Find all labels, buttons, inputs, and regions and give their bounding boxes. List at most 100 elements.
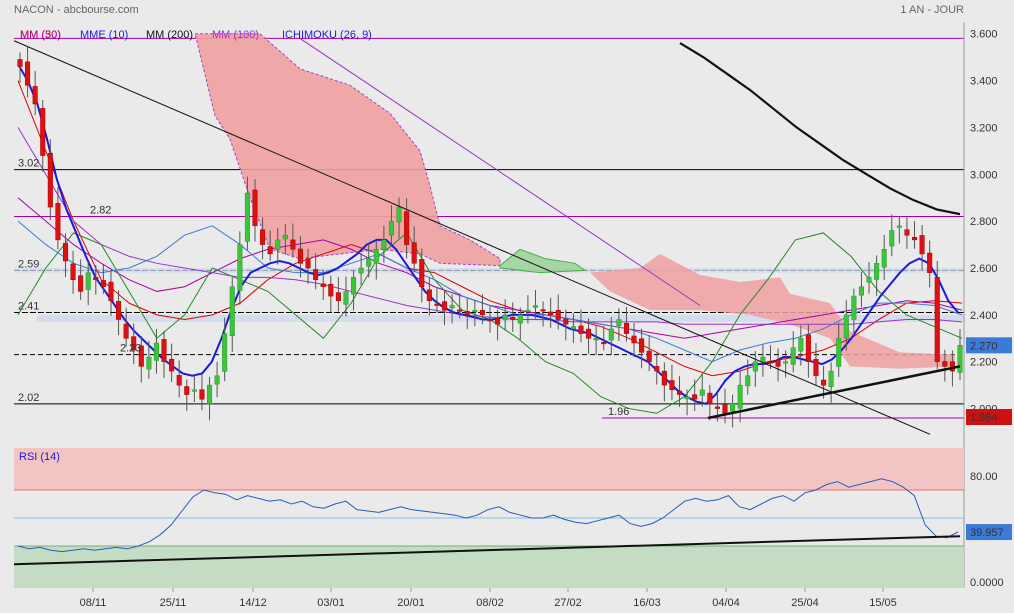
- rsi-trendline: [13, 535, 961, 566]
- candle-body: [828, 370, 834, 387]
- candle-body: [199, 389, 205, 400]
- legend-mme10: MME (10): [80, 29, 128, 41]
- candle-body: [116, 301, 122, 320]
- candle-body: [176, 375, 182, 386]
- candle-body: [866, 277, 872, 283]
- trendlines: [13, 37, 961, 435]
- x-tick-label: 08/02: [476, 597, 504, 609]
- level-label-3.02: 3.02: [18, 158, 39, 170]
- candle-body: [889, 230, 895, 247]
- legend-mm100: MM (100): [212, 29, 259, 41]
- y-tick-label: 2.600: [970, 263, 998, 275]
- candle-body: [419, 259, 425, 287]
- candle-body: [623, 322, 629, 334]
- candle-body: [548, 311, 554, 316]
- candle-body: [654, 366, 660, 372]
- candle-body: [532, 305, 539, 308]
- candle-body: [570, 326, 576, 330]
- candle-body: [206, 384, 213, 405]
- x-tick-label: 14/12: [239, 597, 267, 609]
- x-tick-label: 27/02: [554, 597, 582, 609]
- rsi-oversold-zone: [14, 546, 964, 588]
- period-label: 1 AN - JOUR: [900, 4, 964, 16]
- last-price-badge: [966, 337, 1012, 354]
- candle-body: [714, 406, 720, 409]
- candle-body: [601, 342, 607, 345]
- candle-body: [305, 258, 311, 269]
- x-tick-label: 15/05: [869, 597, 897, 609]
- candle-body: [335, 292, 341, 302]
- rsi-panel: 80.00 0.0000 39.957: [13, 448, 1012, 589]
- candle-body: [911, 237, 918, 241]
- candle-body: [388, 220, 394, 236]
- level-labels: 3.02 2.82 2.59 2.41 2.23 2.02 1.96: [18, 158, 629, 418]
- candle-body: [184, 386, 190, 395]
- candle-body: [214, 375, 220, 385]
- candle-body: [487, 319, 493, 322]
- candle-body: [252, 189, 258, 227]
- support-band-upper: [14, 268, 964, 273]
- candle-body: [85, 272, 91, 290]
- candle-body: [858, 286, 864, 296]
- candle-body: [593, 338, 599, 341]
- candle-body: [351, 277, 357, 295]
- candle-body: [927, 252, 933, 273]
- candle-body: [449, 305, 455, 309]
- candle-body: [191, 389, 197, 392]
- candle-body: [93, 276, 99, 280]
- cloud-bearish-2: [590, 253, 955, 369]
- candle-body: [313, 269, 319, 280]
- candle-body: [457, 309, 463, 312]
- candle-body: [25, 61, 31, 86]
- candle-body: [783, 361, 789, 364]
- candle-body: [381, 239, 387, 250]
- cloud-bullish: [499, 248, 587, 274]
- candle-body: [798, 338, 804, 352]
- y-tick-label: 3.200: [970, 122, 998, 134]
- y-tick-label: 2.200: [970, 357, 998, 369]
- candle-body: [404, 211, 410, 245]
- x-tick-label: 20/01: [397, 597, 425, 609]
- candle-body: [70, 263, 76, 280]
- tenkan-line: [17, 220, 963, 363]
- legend-mm30: MM (30): [20, 29, 61, 41]
- candles: [17, 46, 963, 428]
- candle-body: [169, 358, 175, 372]
- candle-body: [775, 359, 781, 367]
- candle-body: [358, 267, 364, 274]
- candle-body: [737, 384, 743, 409]
- candle-body: [661, 370, 667, 386]
- candle-body: [441, 301, 448, 311]
- last-price-label: 2.270: [970, 340, 998, 352]
- candle-body: [684, 396, 690, 400]
- candle-body: [608, 328, 614, 341]
- candle-body: [146, 356, 152, 370]
- candle-body: [517, 314, 523, 324]
- candle-body: [495, 317, 501, 325]
- candle-body: [525, 309, 531, 312]
- low-price-label: 1.964: [970, 412, 998, 424]
- candle-body: [767, 361, 774, 364]
- candle-body: [426, 289, 432, 302]
- candle-body: [237, 244, 243, 291]
- candle-body: [730, 403, 736, 412]
- candle-body: [790, 347, 796, 365]
- candle-body: [17, 59, 23, 67]
- y-tick-label: 2.800: [970, 216, 998, 228]
- low-price-badge: [966, 409, 1012, 426]
- candle-body: [904, 229, 910, 236]
- candle-body: [874, 263, 880, 280]
- candle-body: [373, 249, 379, 264]
- candle-body: [55, 203, 61, 241]
- candle-body: [745, 375, 751, 387]
- y-tick-label: 3.000: [970, 169, 998, 181]
- candle-body: [320, 283, 326, 287]
- candle-body: [260, 229, 266, 245]
- purple-trend-line: [299, 37, 701, 306]
- candle-body: [229, 286, 235, 336]
- candle-body: [131, 336, 137, 351]
- legend-mm200: MM (200): [146, 29, 193, 41]
- legend: MM (30) MM (50) MME (10) MM (200) MM (10…: [20, 29, 372, 41]
